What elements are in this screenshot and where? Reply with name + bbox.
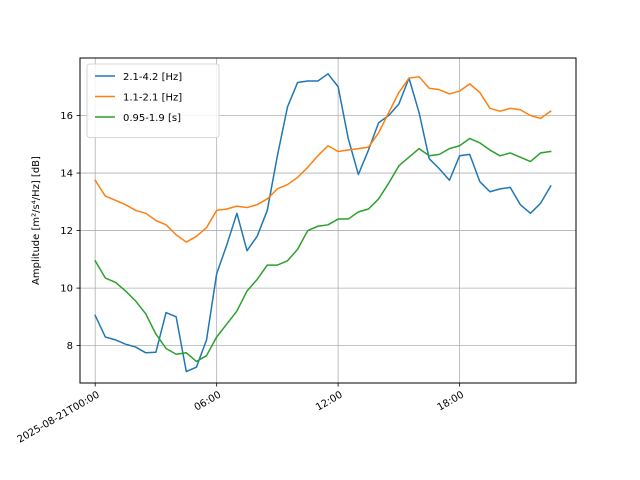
- legend-label: 1.1-2.1 [Hz]: [123, 93, 182, 104]
- series-line-1: [94, 73, 552, 373]
- x-tick-label: 18:00: [436, 390, 466, 414]
- y-axis: 8 10 12 14 16: [60, 111, 80, 352]
- y-tick-label: 16: [60, 111, 73, 122]
- plot-area-frame: [79, 57, 577, 384]
- y-tick-label: 10: [60, 284, 73, 295]
- x-tick-label: 2025-08-21T00:00: [16, 390, 102, 446]
- series-line-2: [94, 75, 552, 243]
- y-tick-label: 14: [60, 169, 73, 180]
- series-lines: [94, 73, 552, 373]
- series-line-3: [94, 137, 552, 363]
- y-tick-label: 8: [67, 341, 73, 352]
- y-axis-label: Amplitude [m²/s⁴/Hz] [dB]: [31, 156, 42, 285]
- x-tick-label: 12:00: [314, 390, 344, 414]
- x-tick-label: 06:00: [193, 390, 223, 414]
- legend: 2.1-4.2 [Hz] 1.1-2.1 [Hz] 0.95-1.9 [s]: [86, 63, 220, 138]
- legend-label: 2.1-4.2 [Hz]: [123, 72, 182, 83]
- y-tick-label: 12: [60, 226, 73, 237]
- x-axis: 2025-08-21T00:00 06:00 12:00 18:00: [16, 383, 466, 446]
- legend-label: 0.95-1.9 [s]: [123, 113, 181, 124]
- legend-box: [86, 63, 220, 138]
